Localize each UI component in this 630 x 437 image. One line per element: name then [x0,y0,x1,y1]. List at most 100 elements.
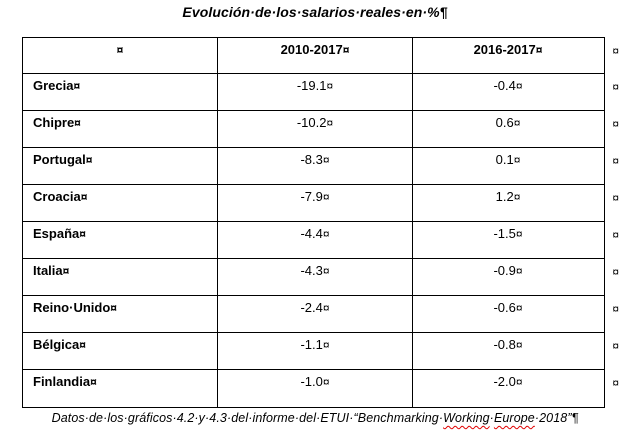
value-2010-2017-cell[interactable]: -8.3¤ [218,148,413,184]
value-2010-2017-cell[interactable]: -2.4¤ [218,296,413,332]
end-of-cell-marker: ¤ [90,375,97,389]
table-row-italia: Italia¤ -4.3¤ -0.9¤ ¤ [23,259,619,296]
end-of-row-marker: ¤ [612,376,619,390]
end-of-row-marker: ¤ [612,117,619,131]
value-2016-2017: -0.4 [493,78,516,93]
end-of-cell-marker: ¤ [73,79,81,93]
value-2016-2017-cell[interactable]: -0.6¤ [413,296,603,332]
end-of-cell-marker: ¤ [322,264,330,278]
end-of-cell-marker: ¤ [62,264,70,278]
value-2016-2017: 1.2 [495,189,514,204]
end-of-row-marker: ¤ [612,339,619,353]
country-label: España [33,226,80,241]
salary-table: ¤ 2010-2017¤ 2016-2017¤ ¤ Grecia¤ -19.1¤… [22,37,619,408]
value-2010-2017: -2.4 [300,300,323,315]
end-of-cell-marker: ¤ [515,375,523,389]
country-label: Portugal [33,152,86,167]
country-cell[interactable]: Reino·Unido¤ [23,296,218,332]
country-cell[interactable]: Italia¤ [23,259,218,295]
country-label: Finlandia [33,374,91,389]
end-of-row-marker: ¤ [612,191,619,205]
country-label: Italia [33,263,63,278]
end-of-row-marker: ¤ [612,80,619,94]
country-label: Bélgica [33,337,80,352]
source-note-paragraph[interactable]: Datos·de·los·gráficos·4.2·y·4.3·del·info… [0,411,630,425]
end-of-cell-marker: ¤ [515,79,523,93]
country-cell[interactable]: Grecia¤ [23,74,218,110]
country-label: Croacia [33,189,81,204]
country-cell[interactable]: Bélgica¤ [23,333,218,369]
header-2016-2017-cell[interactable]: 2016-2017¤ [413,38,603,73]
value-2010-2017-cell[interactable]: -1.1¤ [218,333,413,369]
header-empty-cell[interactable]: ¤ [23,38,218,73]
table-header-row: ¤ 2010-2017¤ 2016-2017¤ ¤ [23,38,619,74]
misspelled-word-europe: Europe [493,411,535,425]
country-cell[interactable]: Chipre¤ [23,111,218,147]
end-of-cell-marker: ¤ [322,375,330,389]
value-2016-2017: -0.6 [493,300,516,315]
table-row-reino-unido: Reino·Unido¤ -2.4¤ -0.6¤ ¤ [23,296,619,333]
end-of-cell-marker: ¤ [326,79,334,93]
end-of-cell-marker: ¤ [513,116,521,130]
header-2010-2017-label: 2010-2017 [280,42,343,57]
end-of-row-marker: ¤ [612,228,619,242]
end-of-cell-marker: ¤ [110,301,117,315]
end-of-cell-marker: ¤ [74,116,81,130]
value-2016-2017-cell[interactable]: -0.4¤ [413,74,603,110]
end-of-cell-marker: ¤ [85,153,93,167]
table-row-espana: España¤ -4.4¤ -1.5¤ ¤ [23,222,619,259]
document-title-paragraph[interactable]: Evolución·de·los·salarios·reales·en·%¶ [0,4,630,20]
value-2010-2017-cell[interactable]: -4.3¤ [218,259,413,295]
pilcrow-mark: ¶ [439,4,448,20]
end-of-cell-marker: ¤ [515,264,523,278]
end-of-cell-marker: ¤ [116,43,124,57]
table-row-finlandia: Finlandia¤ -1.0¤ -2.0¤ ¤ [23,370,619,407]
value-2016-2017-cell[interactable]: -1.5¤ [413,222,603,258]
end-of-cell-marker: ¤ [513,153,521,167]
value-2010-2017-cell[interactable]: -1.0¤ [218,370,413,407]
value-2016-2017-cell[interactable]: -0.9¤ [413,259,603,295]
value-2010-2017: -1.0 [300,374,323,389]
value-2010-2017-cell[interactable]: -19.1¤ [218,74,413,110]
end-of-cell-marker: ¤ [322,338,330,352]
value-2010-2017: -4.3 [300,263,323,278]
end-of-row-marker: ¤ [612,302,619,316]
country-cell[interactable]: Portugal¤ [23,148,218,184]
pilcrow-mark: ¶ [571,411,579,425]
end-of-cell-marker: ¤ [322,190,330,204]
country-cell[interactable]: Croacia¤ [23,185,218,221]
value-2010-2017: -19.1 [296,78,327,93]
end-of-cell-marker: ¤ [322,301,330,315]
value-2016-2017-cell[interactable]: 0.1¤ [413,148,603,184]
value-2010-2017-cell[interactable]: -7.9¤ [218,185,413,221]
value-2010-2017: -8.3 [300,152,323,167]
value-2016-2017: -2.0 [493,374,516,389]
source-note-separator: · [489,411,494,425]
value-2010-2017-cell[interactable]: -10.2¤ [218,111,413,147]
country-cell[interactable]: Finlandia¤ [23,370,218,407]
country-label: Reino·Unido [33,300,111,315]
value-2016-2017: -1.5 [493,226,516,241]
value-2016-2017: 0.1 [495,152,514,167]
end-of-cell-marker: ¤ [322,227,330,241]
value-2016-2017-cell[interactable]: -2.0¤ [413,370,603,407]
value-2016-2017-cell[interactable]: 1.2¤ [413,185,603,221]
country-label: Grecia [33,78,74,93]
end-of-row-marker: ¤ [612,265,619,279]
country-cell[interactable]: España¤ [23,222,218,258]
misspelled-word-working: Working [443,411,490,425]
source-note-text: Datos·de·los·gráficos·4.2·y·4.3·del·info… [51,411,444,425]
end-of-cell-marker: ¤ [513,190,521,204]
value-2016-2017-cell[interactable]: 0.6¤ [413,111,603,147]
header-2010-2017-cell[interactable]: 2010-2017¤ [218,38,413,73]
end-of-cell-marker: ¤ [342,43,350,57]
value-2016-2017-cell[interactable]: -0.8¤ [413,333,603,369]
table-row-croacia: Croacia¤ -7.9¤ 1.2¤ ¤ [23,185,619,222]
value-2010-2017: -1.1 [300,337,323,352]
value-2016-2017: -0.8 [493,337,516,352]
end-of-cell-marker: ¤ [326,116,334,130]
value-2010-2017-cell[interactable]: -4.4¤ [218,222,413,258]
end-of-cell-marker: ¤ [79,227,86,241]
value-2010-2017: -7.9 [300,189,323,204]
end-of-row-marker: ¤ [612,154,619,168]
